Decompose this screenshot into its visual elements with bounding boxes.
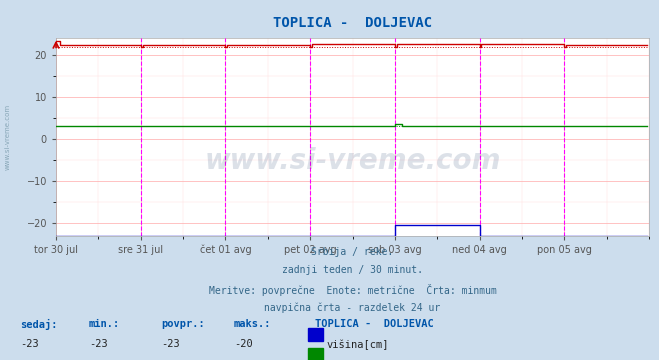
Text: povpr.:: povpr.: (161, 319, 205, 329)
Text: višina[cm]: višina[cm] (326, 339, 389, 350)
Text: TOPLICA -  DOLJEVAC: TOPLICA - DOLJEVAC (273, 16, 432, 30)
Text: www.si-vreme.com: www.si-vreme.com (5, 104, 11, 170)
Text: min.:: min.: (89, 319, 120, 329)
Text: maks.:: maks.: (234, 319, 272, 329)
Text: -23: -23 (20, 339, 38, 350)
Text: TOPLICA -  DOLJEVAC: TOPLICA - DOLJEVAC (315, 319, 434, 329)
Text: -23: -23 (161, 339, 180, 350)
Text: -23: -23 (89, 339, 107, 350)
Text: zadnji teden / 30 minut.: zadnji teden / 30 minut. (282, 265, 423, 275)
Text: sedaj:: sedaj: (20, 319, 57, 330)
Text: Meritve: povprečne  Enote: metrične  Črta: minmum: Meritve: povprečne Enote: metrične Črta:… (209, 284, 496, 296)
Text: Srbija / reke.: Srbija / reke. (312, 247, 393, 257)
Text: navpična črta - razdelek 24 ur: navpična črta - razdelek 24 ur (264, 303, 441, 313)
Text: -20: -20 (234, 339, 252, 350)
Text: www.si-vreme.com: www.si-vreme.com (204, 147, 501, 175)
